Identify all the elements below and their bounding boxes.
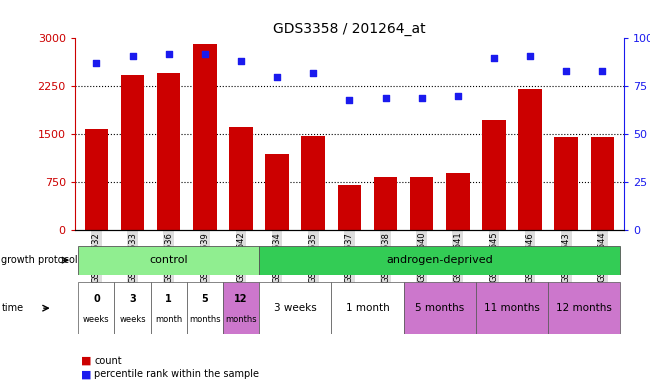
Bar (259, 246, 620, 275)
Text: 5 months: 5 months (415, 303, 464, 313)
Bar (79, 282, 114, 334)
Bar (337, 185, 361, 230)
Bar (518, 89, 542, 230)
Bar (332, 282, 404, 334)
Point (127, 53, 138, 59)
Bar (482, 120, 506, 230)
Text: 1 month: 1 month (346, 303, 389, 313)
Point (417, 95, 427, 101)
Text: weeks: weeks (83, 315, 110, 324)
Bar (121, 75, 144, 230)
Text: weeks: weeks (119, 315, 146, 324)
Bar (84, 129, 108, 230)
Bar (548, 282, 620, 334)
Text: control: control (150, 255, 188, 265)
Text: count: count (94, 356, 122, 366)
Bar (79, 246, 259, 275)
Title: GDS3358 / 201264_at: GDS3358 / 201264_at (273, 22, 426, 36)
Bar (259, 282, 332, 334)
Text: month: month (155, 315, 183, 324)
Text: 12 months: 12 months (556, 303, 612, 313)
Bar (410, 177, 434, 230)
Text: growth protocol: growth protocol (1, 255, 78, 265)
Bar (302, 136, 325, 230)
Bar (193, 43, 216, 230)
Text: 3 weeks: 3 weeks (274, 303, 317, 313)
Text: months: months (225, 315, 257, 324)
Bar (404, 282, 476, 334)
Bar (151, 282, 187, 334)
Bar (265, 154, 289, 230)
Text: months: months (189, 315, 220, 324)
Bar (591, 137, 614, 230)
Text: 11 months: 11 months (484, 303, 540, 313)
Point (597, 68, 608, 74)
Text: 12: 12 (234, 294, 248, 304)
Point (380, 95, 391, 101)
Text: percentile rank within the sample: percentile rank within the sample (94, 369, 259, 379)
Point (164, 51, 174, 57)
Bar (229, 127, 253, 230)
Bar (374, 177, 397, 230)
Bar (476, 282, 548, 334)
Text: ■: ■ (81, 356, 92, 366)
Point (272, 74, 282, 80)
Bar (114, 282, 151, 334)
Bar (554, 137, 578, 230)
Point (236, 58, 246, 65)
Point (489, 55, 499, 61)
Bar (446, 173, 469, 230)
Text: ■: ■ (81, 369, 92, 379)
Point (91, 60, 101, 66)
Text: 3: 3 (129, 294, 136, 304)
Point (344, 97, 355, 103)
Point (525, 53, 535, 59)
Point (200, 51, 210, 57)
Point (561, 68, 571, 74)
Text: 0: 0 (93, 294, 100, 304)
Bar (187, 282, 223, 334)
Bar (223, 282, 259, 334)
Point (452, 93, 463, 99)
Point (308, 70, 318, 76)
Text: 1: 1 (165, 294, 172, 304)
Text: androgen-deprived: androgen-deprived (386, 255, 493, 265)
Bar (157, 73, 181, 230)
Text: time: time (1, 303, 23, 313)
Text: 5: 5 (202, 294, 208, 304)
